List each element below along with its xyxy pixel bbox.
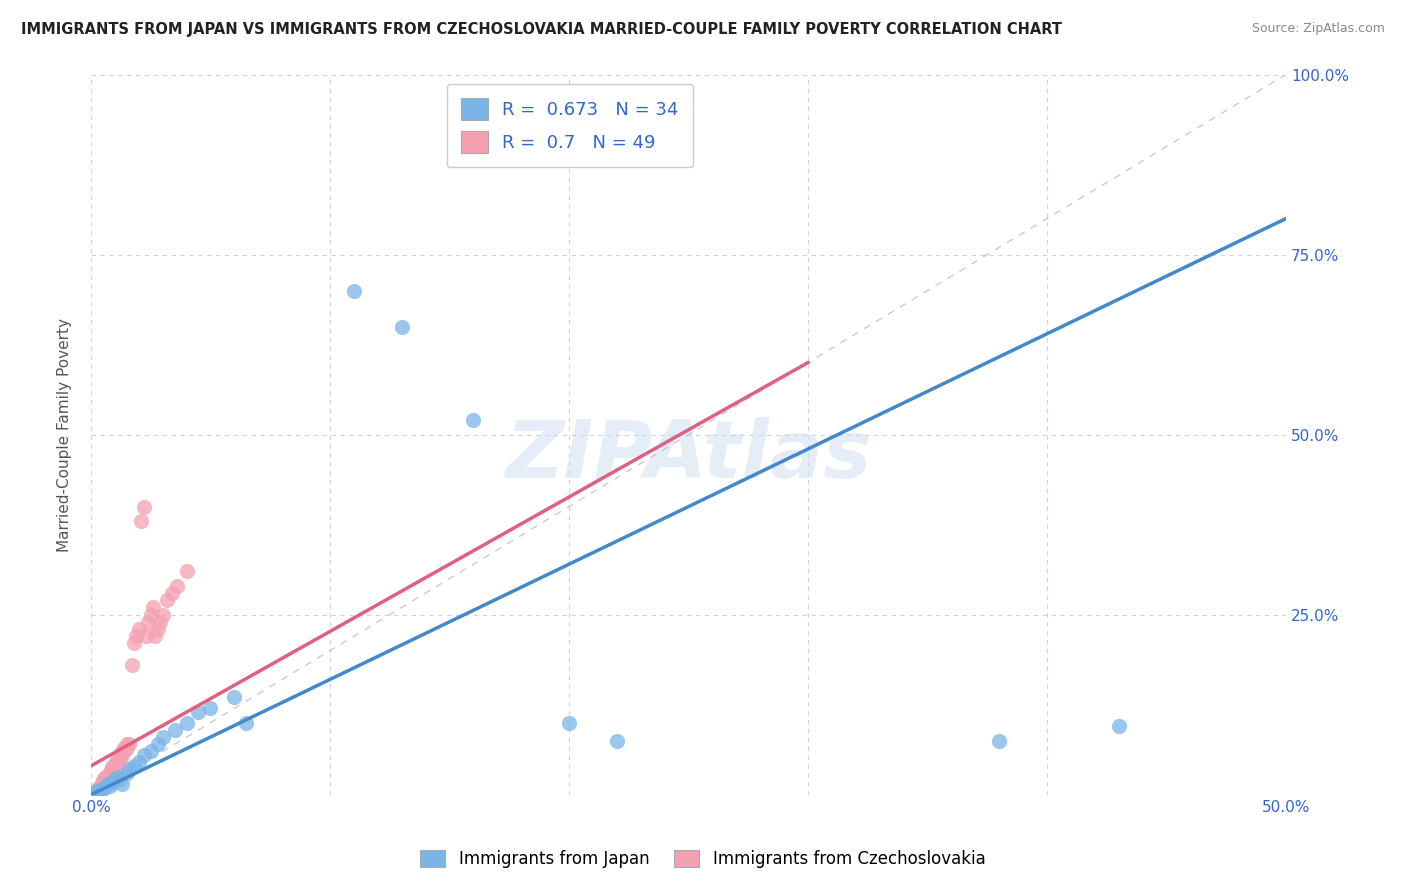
Point [121, 658, 143, 673]
Point [112, 744, 135, 758]
Point [118, 737, 141, 751]
Point [146, 622, 169, 636]
Point [98, 779, 121, 793]
Point [128, 622, 150, 636]
Point [176, 715, 198, 730]
Point [105, 752, 128, 766]
Point [132, 500, 155, 514]
Point [149, 615, 172, 629]
Point [87, 781, 110, 796]
Point [160, 586, 183, 600]
Point [94, 770, 117, 784]
Point [82, 786, 104, 800]
Point [145, 629, 167, 643]
Text: ZIPAtlas: ZIPAtlas [505, 417, 872, 495]
Point [105, 756, 128, 770]
Point [89, 779, 111, 793]
Point [139, 744, 162, 758]
Point [104, 757, 127, 772]
Point [111, 777, 134, 791]
Point [111, 744, 134, 758]
Point [122, 636, 145, 650]
Point [98, 766, 121, 780]
Point [84, 785, 107, 799]
Point [97, 777, 120, 791]
Legend: R =  0.673   N = 34, R =  0.7   N = 49: R = 0.673 N = 34, R = 0.7 N = 49 [447, 84, 693, 168]
Point [115, 737, 138, 751]
Point [166, 579, 188, 593]
Point [152, 607, 174, 622]
Text: Source: ZipAtlas.com: Source: ZipAtlas.com [1251, 22, 1385, 36]
Point [82, 786, 104, 800]
Point [89, 780, 111, 795]
Point [108, 748, 131, 763]
Point [235, 715, 257, 730]
Point [122, 759, 145, 773]
Point [108, 752, 131, 766]
Point [104, 773, 127, 788]
Point [146, 737, 169, 751]
Point [84, 785, 107, 799]
Point [176, 565, 198, 579]
Point [463, 413, 485, 427]
Point [118, 763, 141, 777]
Point [101, 763, 124, 777]
Point [224, 690, 246, 705]
Point [988, 733, 1011, 747]
Point [111, 748, 134, 763]
Point [84, 785, 107, 799]
Point [606, 733, 628, 747]
Point [163, 723, 186, 737]
Point [91, 773, 114, 788]
Point [91, 777, 114, 791]
Point [125, 629, 148, 643]
Point [91, 781, 114, 796]
Point [108, 772, 131, 786]
Point [87, 783, 110, 797]
Point [115, 740, 138, 755]
Text: IMMIGRANTS FROM JAPAN VS IMMIGRANTS FROM CZECHOSLOVAKIA MARRIED-COUPLE FAMILY PO: IMMIGRANTS FROM JAPAN VS IMMIGRANTS FROM… [21, 22, 1062, 37]
Point [142, 600, 165, 615]
Point [200, 701, 222, 715]
Point [89, 784, 111, 798]
Point [1108, 719, 1130, 733]
Point [101, 760, 124, 774]
Point [105, 770, 128, 784]
Point [101, 774, 124, 789]
Point [98, 764, 121, 779]
Point [187, 705, 209, 719]
Point [132, 748, 155, 763]
Point [104, 759, 127, 773]
Point [94, 780, 117, 795]
Point [128, 756, 150, 770]
Point [391, 319, 413, 334]
Point [87, 783, 110, 797]
Point [136, 615, 159, 629]
Point [94, 772, 117, 786]
Y-axis label: Married-Couple Family Poverty: Married-Couple Family Poverty [58, 318, 72, 551]
Point [91, 774, 114, 789]
Point [112, 740, 135, 755]
Point [97, 774, 120, 789]
Legend: Immigrants from Japan, Immigrants from Czechoslovakia: Immigrants from Japan, Immigrants from C… [413, 843, 993, 875]
Point [135, 629, 157, 643]
Point [115, 766, 138, 780]
Point [97, 772, 120, 786]
Point [139, 607, 162, 622]
Point [152, 730, 174, 744]
Point [343, 284, 366, 298]
Point [558, 715, 581, 730]
Point [156, 593, 179, 607]
Point [129, 514, 152, 528]
